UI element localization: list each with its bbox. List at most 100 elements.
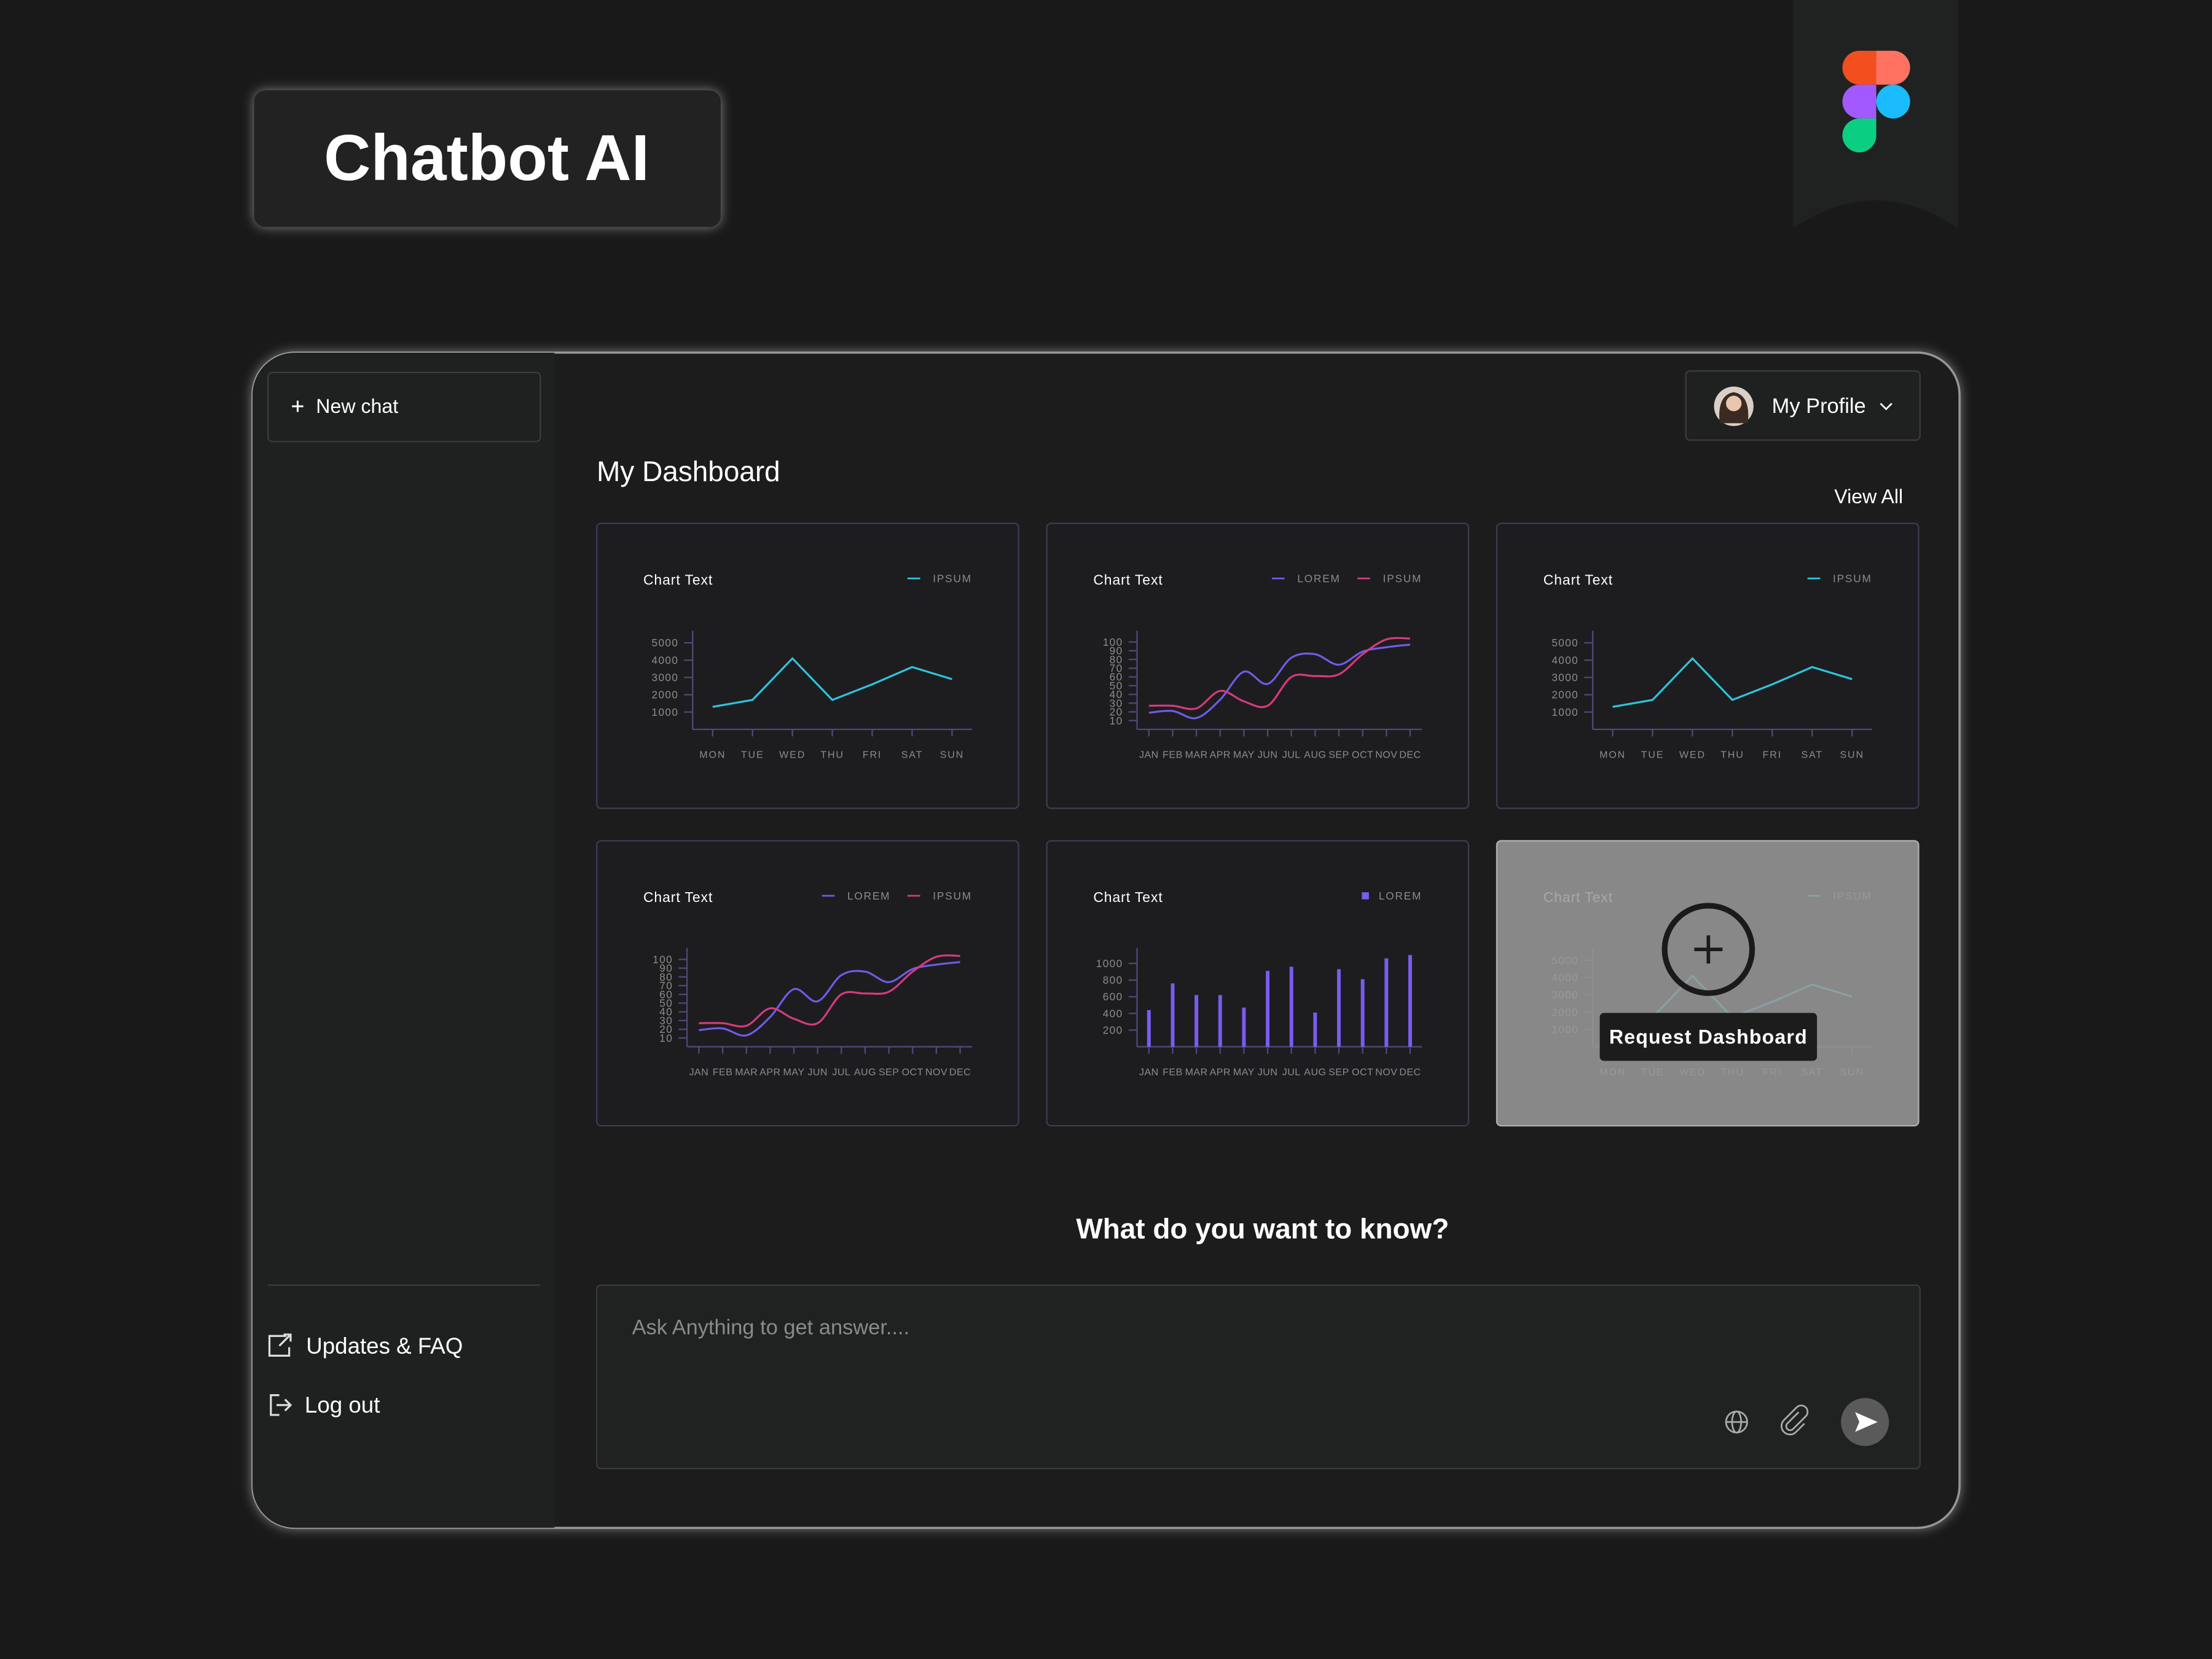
x-tick-label: WED (779, 749, 806, 760)
logo-part (1842, 118, 1877, 152)
x-tick-label: NOV (1375, 749, 1397, 760)
logout-icon (270, 1394, 292, 1416)
request-button[interactable] (1599, 1013, 1818, 1061)
request-label[interactable]: Request Dashboard (1609, 1026, 1808, 1048)
logo-part (1842, 84, 1877, 119)
x-tick-label: APR (1210, 749, 1231, 760)
chart-card[interactable] (596, 522, 1019, 809)
send-icon (1855, 1412, 1878, 1432)
y-tick-label: 800 (1103, 974, 1123, 986)
logout-label: Log out (305, 1392, 380, 1418)
y-tick-label: 30 (1110, 697, 1123, 709)
card-overlay (1496, 840, 1920, 1127)
line-series (712, 657, 952, 708)
x-tick-label: MAR (735, 1067, 758, 1078)
x-tick-label: TUE (741, 749, 764, 760)
x-tick-label: JUL (832, 1067, 850, 1078)
prompt-question: What do you want to know? (1076, 1213, 1449, 1245)
legend-label: LOREM (1297, 572, 1340, 584)
y-tick-label: 200 (1103, 1024, 1123, 1036)
x-tick-label: JAN (1139, 749, 1159, 760)
send-button[interactable] (1841, 1398, 1889, 1446)
chart-title: Chart Text (643, 572, 713, 588)
external-icon (268, 1333, 292, 1357)
bar (1408, 955, 1412, 1047)
chart-title: Chart Text (1543, 572, 1613, 588)
x-tick-label: OCT (902, 1067, 924, 1078)
attach-button[interactable] (1781, 1405, 1809, 1435)
view-all[interactable]: View All (1834, 485, 1903, 508)
chart-card[interactable] (1046, 522, 1470, 809)
x-tick-label: JAN (689, 1067, 709, 1078)
bar (1384, 958, 1389, 1047)
add-plus (1694, 935, 1723, 964)
legend-label: IPSUM (933, 572, 972, 584)
globe-button[interactable] (1725, 1410, 1748, 1433)
y-tick-label: 80 (1110, 653, 1123, 665)
y-tick-label: 4000 (1551, 654, 1579, 666)
prompt-input[interactable]: Ask Anything to get answer.... (596, 1284, 1921, 1470)
x-tick-label: DEC (1399, 1067, 1421, 1078)
x-tick-label: FRI (863, 749, 882, 760)
y-tick-label: 20 (1110, 706, 1123, 718)
y-tick-label: 90 (1110, 645, 1123, 657)
x-tick-label: DEC (1399, 749, 1421, 760)
x-tick-label: DEC (949, 1067, 971, 1078)
logo-part (1876, 84, 1910, 119)
x-tick-label: OCT (1352, 749, 1373, 760)
y-tick-label: 600 (1103, 990, 1123, 1003)
y-tick-label: 50 (1110, 680, 1123, 692)
chevron (1880, 402, 1892, 410)
new-chat-button[interactable]: New chat (267, 371, 541, 442)
bar (1337, 969, 1341, 1047)
x-tick-label: MAR (1185, 749, 1208, 760)
bar (1266, 971, 1270, 1047)
x-tick-label: MON (699, 749, 726, 760)
x-tick-label: JUN (1258, 1067, 1278, 1078)
x-tick-label: JUL (1282, 1067, 1301, 1078)
title-box (254, 90, 721, 227)
chart-title: Chart Text (1093, 572, 1163, 588)
placeholder: Ask Anything to get answer.... (632, 1316, 910, 1339)
x-tick-label: MAY (783, 1067, 805, 1078)
x-tick-label: AUG (854, 1067, 876, 1078)
chart-card[interactable] (1496, 522, 1920, 809)
y-tick-label: 2000 (1551, 689, 1579, 701)
bar (1313, 1012, 1317, 1047)
chart-card[interactable] (1046, 840, 1470, 1127)
x-tick-label: TUE (1641, 749, 1665, 760)
x-tick-label: OCT (1352, 1067, 1373, 1078)
y-tick-label: 60 (1110, 671, 1123, 683)
y-tick-label: 4000 (652, 654, 679, 666)
chart-card[interactable] (596, 840, 1019, 1127)
line-series (699, 961, 960, 1037)
x-tick-label: SAT (901, 749, 924, 760)
y-tick-label: 70 (1110, 662, 1123, 675)
y-tick-label: 50 (659, 997, 673, 1010)
y-tick-label: 80 (659, 971, 673, 983)
legend-label: IPSUM (933, 890, 972, 902)
updates-label: Updates & FAQ (306, 1333, 463, 1359)
y-tick-label: 10 (659, 1032, 673, 1044)
legend-marker (1362, 892, 1369, 900)
logout-link[interactable]: Log out (270, 1392, 380, 1418)
x-tick-label: SUN (1840, 749, 1864, 760)
add-icon[interactable] (1661, 903, 1755, 996)
y-tick-label: 40 (1110, 688, 1123, 700)
y-tick-label: 3000 (652, 672, 679, 684)
y-tick-label: 20 (659, 1023, 673, 1035)
y-tick-label: 30 (659, 1014, 673, 1027)
button-frame (267, 371, 541, 442)
profile-button[interactable]: My Profile (1685, 370, 1921, 441)
bar (1360, 979, 1365, 1047)
line-series (1148, 637, 1411, 710)
y-tick-label: 3000 (1551, 672, 1579, 684)
y-tick-label: 70 (659, 979, 673, 992)
y-tick-label: 100 (1103, 636, 1123, 648)
x-tick-label: JUN (807, 1067, 828, 1078)
updates-link[interactable]: Updates & FAQ (268, 1333, 463, 1359)
x-tick-label: MAR (1185, 1067, 1208, 1078)
x-tick-label: MAY (1233, 749, 1255, 760)
